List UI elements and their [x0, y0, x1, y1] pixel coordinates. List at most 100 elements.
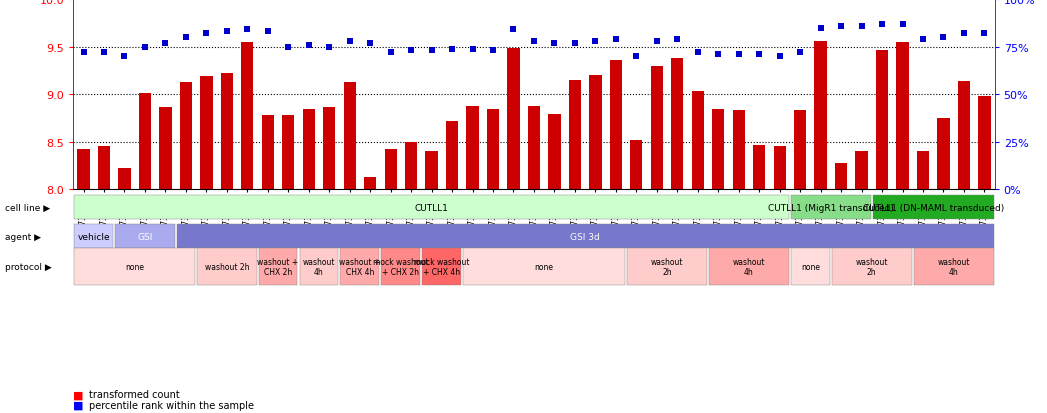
Bar	[180, 83, 192, 190]
Bar	[425, 152, 438, 190]
Text: GSI: GSI	[137, 232, 153, 241]
Point	[772, 54, 788, 60]
Point	[320, 44, 337, 51]
Text: washout
4h: washout 4h	[937, 257, 970, 276]
Point	[116, 54, 133, 60]
FancyBboxPatch shape	[340, 249, 379, 285]
FancyBboxPatch shape	[790, 249, 830, 285]
Point	[505, 27, 521, 34]
Point	[812, 25, 829, 32]
Point	[382, 50, 399, 57]
Bar	[262, 116, 274, 190]
Point	[894, 21, 911, 28]
Bar	[200, 77, 213, 190]
Text: washout
2h: washout 2h	[651, 257, 684, 276]
Point	[136, 44, 153, 51]
Point	[792, 50, 808, 57]
Text: CUTLL1 (MigR1 transduced): CUTLL1 (MigR1 transduced)	[767, 203, 894, 212]
FancyBboxPatch shape	[74, 224, 113, 249]
Bar	[671, 59, 684, 190]
Text: none: none	[126, 262, 144, 271]
FancyBboxPatch shape	[464, 249, 625, 285]
FancyBboxPatch shape	[74, 249, 195, 285]
Text: none: none	[535, 262, 554, 271]
Bar	[303, 109, 315, 190]
Bar	[159, 107, 172, 190]
Bar	[896, 43, 909, 190]
Text: none: none	[801, 262, 820, 271]
Point	[260, 29, 276, 36]
Text: vehicle: vehicle	[77, 232, 110, 241]
FancyBboxPatch shape	[197, 249, 257, 285]
Bar	[733, 111, 744, 190]
Point	[547, 40, 563, 47]
Point	[669, 37, 686, 43]
Point	[464, 46, 481, 53]
Point	[444, 46, 461, 53]
Bar	[692, 92, 704, 190]
Text: mock washout
+ CHX 2h: mock washout + CHX 2h	[373, 257, 428, 276]
Point	[485, 48, 502, 55]
FancyBboxPatch shape	[790, 195, 871, 220]
Point	[853, 23, 870, 30]
Bar	[815, 42, 827, 190]
Point	[873, 21, 890, 28]
Point	[587, 38, 604, 45]
Text: protocol ▶: protocol ▶	[5, 262, 52, 271]
Point	[566, 40, 583, 47]
FancyBboxPatch shape	[74, 195, 788, 220]
Text: percentile rank within the sample: percentile rank within the sample	[89, 400, 254, 410]
Point	[239, 27, 255, 34]
Text: ■: ■	[73, 400, 84, 410]
Bar	[794, 111, 806, 190]
Bar	[324, 107, 335, 190]
Bar	[549, 115, 560, 190]
Bar	[405, 142, 418, 190]
FancyBboxPatch shape	[709, 249, 788, 285]
FancyBboxPatch shape	[299, 249, 338, 285]
Point	[423, 48, 440, 55]
Bar	[834, 164, 847, 190]
Bar	[630, 140, 643, 190]
Bar	[118, 168, 131, 190]
Bar	[855, 152, 868, 190]
Bar	[978, 97, 990, 190]
Point	[832, 23, 849, 30]
FancyBboxPatch shape	[422, 249, 462, 285]
Bar	[650, 66, 663, 190]
FancyBboxPatch shape	[381, 249, 420, 285]
Text: washout
4h: washout 4h	[733, 257, 765, 276]
Bar	[569, 81, 581, 190]
Bar	[364, 178, 376, 190]
Bar	[384, 150, 397, 190]
Point	[362, 40, 379, 47]
Point	[75, 50, 92, 57]
FancyBboxPatch shape	[177, 224, 994, 249]
Point	[731, 52, 748, 58]
Text: cell line ▶: cell line ▶	[5, 203, 50, 212]
Bar	[487, 109, 499, 190]
Point	[751, 52, 767, 58]
Bar	[343, 83, 356, 190]
Bar	[753, 145, 765, 190]
Point	[710, 52, 727, 58]
Text: washout +
CHX 4h: washout + CHX 4h	[339, 257, 380, 276]
Point	[607, 37, 624, 43]
Text: washout
2h: washout 2h	[855, 257, 888, 276]
Bar	[528, 107, 540, 190]
Point	[403, 48, 420, 55]
Text: ■: ■	[73, 389, 84, 399]
Point	[935, 35, 952, 41]
Bar	[508, 48, 519, 190]
Point	[198, 31, 215, 38]
Point	[157, 40, 174, 47]
Text: washout
4h: washout 4h	[303, 257, 335, 276]
Bar	[876, 51, 888, 190]
Point	[915, 37, 932, 43]
Bar	[241, 43, 253, 190]
FancyBboxPatch shape	[259, 249, 297, 285]
Point	[341, 38, 358, 45]
FancyBboxPatch shape	[627, 249, 707, 285]
Bar	[139, 94, 151, 190]
Bar	[589, 76, 602, 190]
